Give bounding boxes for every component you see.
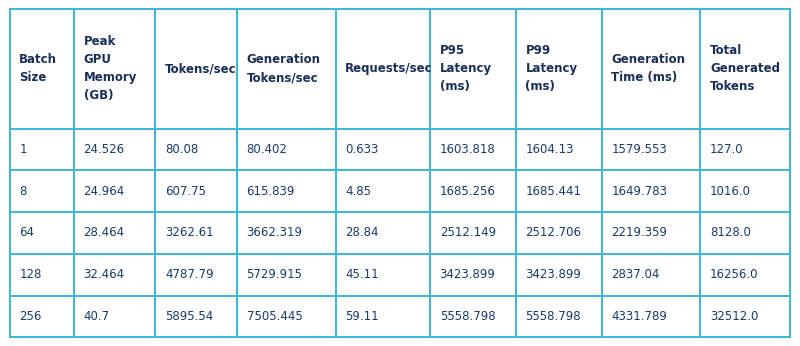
Text: 28.464: 28.464 [83, 227, 125, 239]
Text: P95
Latency
(ms): P95 Latency (ms) [440, 44, 492, 93]
Text: Requests/sec: Requests/sec [346, 62, 433, 75]
Text: 5729.915: 5729.915 [246, 268, 302, 281]
Text: 1649.783: 1649.783 [611, 185, 667, 198]
Text: 2512.706: 2512.706 [526, 227, 582, 239]
Text: Batch
Size: Batch Size [19, 53, 58, 84]
Text: 24.964: 24.964 [83, 185, 125, 198]
Text: 615.839: 615.839 [246, 185, 295, 198]
Text: 7505.445: 7505.445 [246, 310, 302, 323]
Text: 3423.899: 3423.899 [526, 268, 582, 281]
Text: 256: 256 [19, 310, 42, 323]
Text: 3262.61: 3262.61 [165, 227, 214, 239]
Text: 5895.54: 5895.54 [165, 310, 214, 323]
Text: 8: 8 [19, 185, 26, 198]
Text: 4787.79: 4787.79 [165, 268, 214, 281]
Text: 4331.789: 4331.789 [611, 310, 667, 323]
Text: 80.08: 80.08 [165, 143, 198, 156]
Text: 1604.13: 1604.13 [526, 143, 574, 156]
Text: 5558.798: 5558.798 [440, 310, 495, 323]
Text: 40.7: 40.7 [83, 310, 110, 323]
Text: 4.85: 4.85 [346, 185, 371, 198]
Text: 2837.04: 2837.04 [611, 268, 660, 281]
Text: 3423.899: 3423.899 [440, 268, 495, 281]
Text: 607.75: 607.75 [165, 185, 206, 198]
Text: 1579.553: 1579.553 [611, 143, 667, 156]
Text: 64: 64 [19, 227, 34, 239]
Text: 2219.359: 2219.359 [611, 227, 667, 239]
Text: 32512.0: 32512.0 [710, 310, 758, 323]
Text: 127.0: 127.0 [710, 143, 743, 156]
Text: 28.84: 28.84 [346, 227, 378, 239]
Text: 128: 128 [19, 268, 42, 281]
Text: 32.464: 32.464 [83, 268, 125, 281]
Text: Tokens/sec: Tokens/sec [165, 62, 237, 75]
Text: 1: 1 [19, 143, 26, 156]
Text: 80.402: 80.402 [246, 143, 287, 156]
Text: 1603.818: 1603.818 [440, 143, 495, 156]
Text: 2512.149: 2512.149 [440, 227, 496, 239]
Text: 3662.319: 3662.319 [246, 227, 302, 239]
Text: 16256.0: 16256.0 [710, 268, 758, 281]
Text: Peak
GPU
Memory
(GB): Peak GPU Memory (GB) [83, 35, 137, 102]
Text: 59.11: 59.11 [346, 310, 379, 323]
Text: Generation
Time (ms): Generation Time (ms) [611, 53, 686, 84]
Text: 0.633: 0.633 [346, 143, 378, 156]
Text: Generation
Tokens/sec: Generation Tokens/sec [246, 53, 321, 84]
Text: 45.11: 45.11 [346, 268, 379, 281]
Text: 8128.0: 8128.0 [710, 227, 750, 239]
Text: 1016.0: 1016.0 [710, 185, 751, 198]
Text: 1685.441: 1685.441 [526, 185, 582, 198]
Text: Total
Generated
Tokens: Total Generated Tokens [710, 44, 780, 93]
Text: 5558.798: 5558.798 [526, 310, 581, 323]
Text: 24.526: 24.526 [83, 143, 125, 156]
Text: P99
Latency
(ms): P99 Latency (ms) [526, 44, 578, 93]
Text: 1685.256: 1685.256 [440, 185, 495, 198]
